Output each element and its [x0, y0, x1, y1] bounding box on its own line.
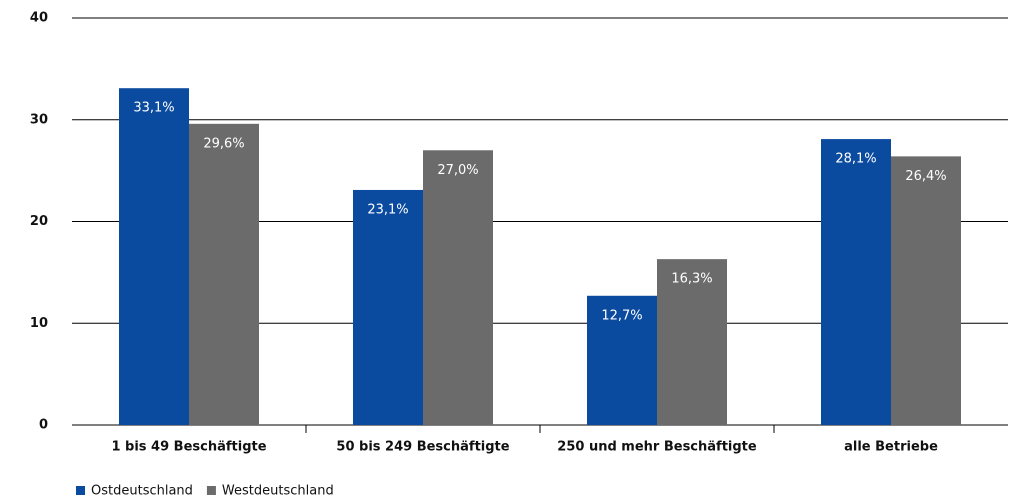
value-label: 28,1% — [835, 152, 876, 167]
value-label: 27,0% — [437, 163, 478, 178]
bar — [657, 259, 727, 425]
legend-label: Ostdeutschland — [91, 484, 193, 499]
bar — [821, 139, 891, 425]
x-tick-label: 250 und mehr Beschäftigte — [557, 440, 757, 455]
bar — [891, 156, 961, 425]
bar — [423, 150, 493, 425]
y-tick-label: 0 — [39, 418, 48, 433]
legend-swatch — [76, 486, 85, 495]
y-tick-label: 30 — [30, 112, 48, 127]
x-tick-label: 50 bis 249 Beschäftigte — [336, 440, 509, 455]
x-tick-label: 1 bis 49 Beschäftigte — [111, 440, 266, 455]
legend-swatch — [206, 486, 216, 495]
y-tick-label: 20 — [30, 214, 48, 229]
bar — [119, 88, 189, 426]
value-label: 23,1% — [367, 202, 408, 217]
value-label: 26,4% — [905, 169, 946, 184]
y-tick-label: 10 — [30, 316, 48, 331]
value-label: 16,3% — [671, 272, 712, 287]
value-label: 12,7% — [601, 308, 642, 323]
bar — [189, 123, 259, 425]
bar — [587, 295, 657, 425]
value-label: 33,1% — [133, 101, 174, 116]
x-tick-label: alle Betriebe — [844, 440, 938, 455]
value-label: 29,6% — [203, 136, 244, 151]
y-tick-label: 40 — [30, 11, 48, 26]
bar — [353, 189, 423, 425]
legend-label: Westdeutschland — [222, 484, 334, 499]
